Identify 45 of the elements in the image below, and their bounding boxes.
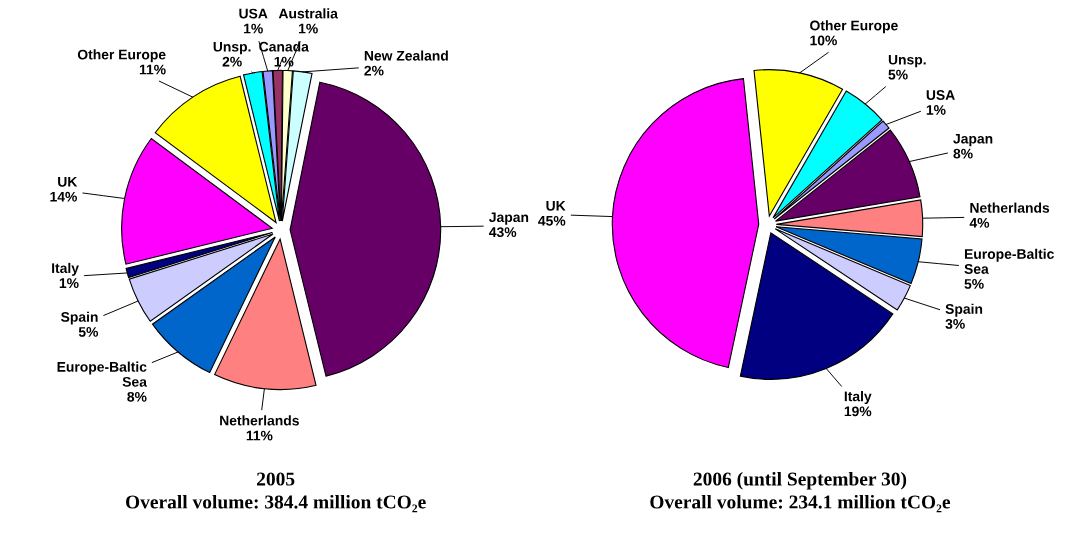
data-label: 8% — [953, 148, 973, 159]
data-label: 8% — [127, 391, 147, 402]
slice-label: Unsp. — [888, 54, 926, 68]
slice-label: Spain — [61, 311, 98, 325]
slice-label: Other Europe — [77, 49, 166, 63]
data-label: 11% — [139, 64, 166, 75]
data-label: 19% — [844, 406, 872, 417]
slice-label: Italy — [52, 262, 79, 276]
slice-label: USA — [926, 90, 955, 100]
slice-label: USA — [239, 8, 268, 19]
text: Overall volume: 234.1 million tCO₂e — [650, 494, 951, 513]
slice-label: UK — [58, 177, 78, 187]
slice-label: Italy — [844, 391, 872, 405]
data-label: 45% — [538, 215, 566, 226]
slice-label: Netherlands — [220, 415, 299, 426]
data-label: 43% — [489, 227, 517, 238]
data-label: 14% — [50, 191, 77, 202]
data-label: 5% — [964, 279, 984, 289]
data-label: 2% — [364, 65, 384, 76]
text: 2006 (until September 30) — [693, 471, 907, 490]
slice-label: Japan — [489, 212, 529, 225]
slice-label: Unsp. — [213, 41, 251, 55]
data-label: 11% — [246, 430, 273, 441]
slice-label: Japan — [953, 133, 993, 147]
slice-label: Canada — [259, 41, 309, 52]
text: Overall volume: 384.4 million tCO₂e — [125, 494, 426, 513]
data-label: 1% — [244, 23, 263, 34]
data-label: 2% — [222, 56, 242, 67]
text: 2005 — [257, 472, 295, 486]
slice-label: Australia — [278, 8, 338, 19]
data-label: 5% — [888, 69, 908, 80]
data-label: 10% — [810, 35, 837, 46]
data-label: 1% — [299, 23, 318, 34]
slice-label: Other Europe — [810, 20, 898, 34]
slice-label: Netherlands — [970, 202, 1050, 213]
slice-label: UK — [546, 201, 566, 211]
data-label: 1% — [59, 278, 79, 288]
data-label: 1% — [926, 105, 946, 115]
slice-label: Spain — [945, 303, 983, 317]
slice-label: New Zealand — [364, 50, 448, 61]
slice-label: Europe-Baltic Sea — [964, 248, 1054, 274]
slice-label: Europe-Baltic Sea — [57, 361, 148, 387]
data-label: 4% — [969, 217, 990, 228]
data-label: 3% — [945, 319, 965, 329]
data-label: 5% — [78, 327, 99, 337]
